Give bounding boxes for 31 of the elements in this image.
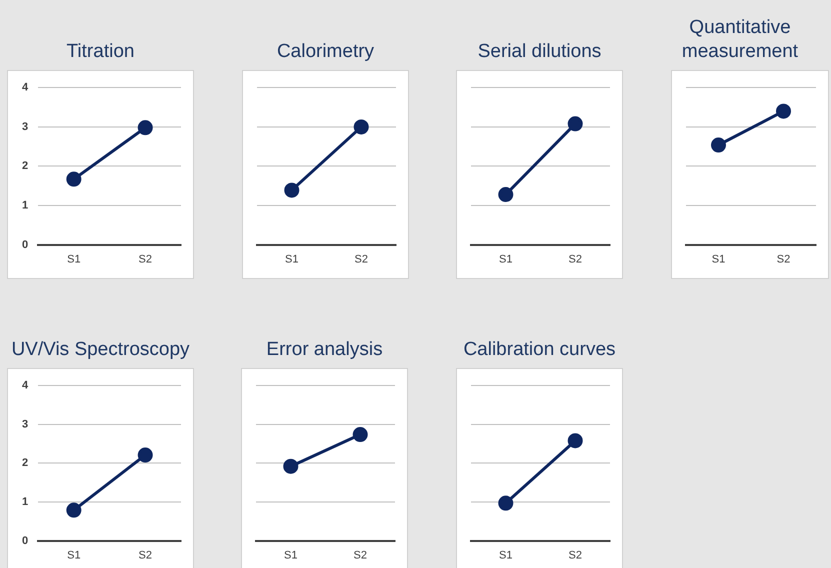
y-tick-label: 2 <box>22 160 28 172</box>
x-tick-label: S1 <box>499 549 512 562</box>
chart-title: Calorimetry <box>276 40 376 64</box>
y-tick-label: 4 <box>22 82 29 94</box>
x-tick-label: S2 <box>138 253 152 266</box>
y-tick-label: 1 <box>22 496 28 508</box>
y-tick-label: 0 <box>22 534 28 547</box>
y-tick-label: 3 <box>22 120 28 133</box>
x-tick-label: S2 <box>776 253 790 266</box>
y-tick-label: 1 <box>22 200 28 212</box>
x-tick-label: S2 <box>568 549 582 562</box>
x-tick-label: S1 <box>712 253 726 266</box>
chart-title: Quantitative measurement <box>680 16 800 64</box>
chart-title: Serial dilutions <box>476 40 602 64</box>
chart-title: Error analysis <box>265 338 384 362</box>
x-tick-label: S2 <box>354 253 368 266</box>
y-tick-label: 0 <box>22 238 28 251</box>
chart-title: Calibration curves <box>462 338 617 362</box>
y-tick-label: 4 <box>22 380 29 392</box>
x-tick-label: S1 <box>284 549 298 562</box>
x-tick-label: S2 <box>138 549 152 562</box>
x-tick-label: S1 <box>499 253 512 266</box>
x-tick-label: S1 <box>285 253 298 266</box>
x-tick-label: S1 <box>67 549 81 562</box>
y-tick-label: 3 <box>22 418 28 430</box>
x-tick-label: S2 <box>568 253 582 266</box>
x-tick-label: S1 <box>67 253 81 266</box>
x-tick-label: S2 <box>354 549 367 562</box>
chart-title: Titration <box>66 40 136 64</box>
y-tick-label: 2 <box>22 457 28 470</box>
chart-title: UV/Vis Spectroscopy <box>10 338 191 362</box>
